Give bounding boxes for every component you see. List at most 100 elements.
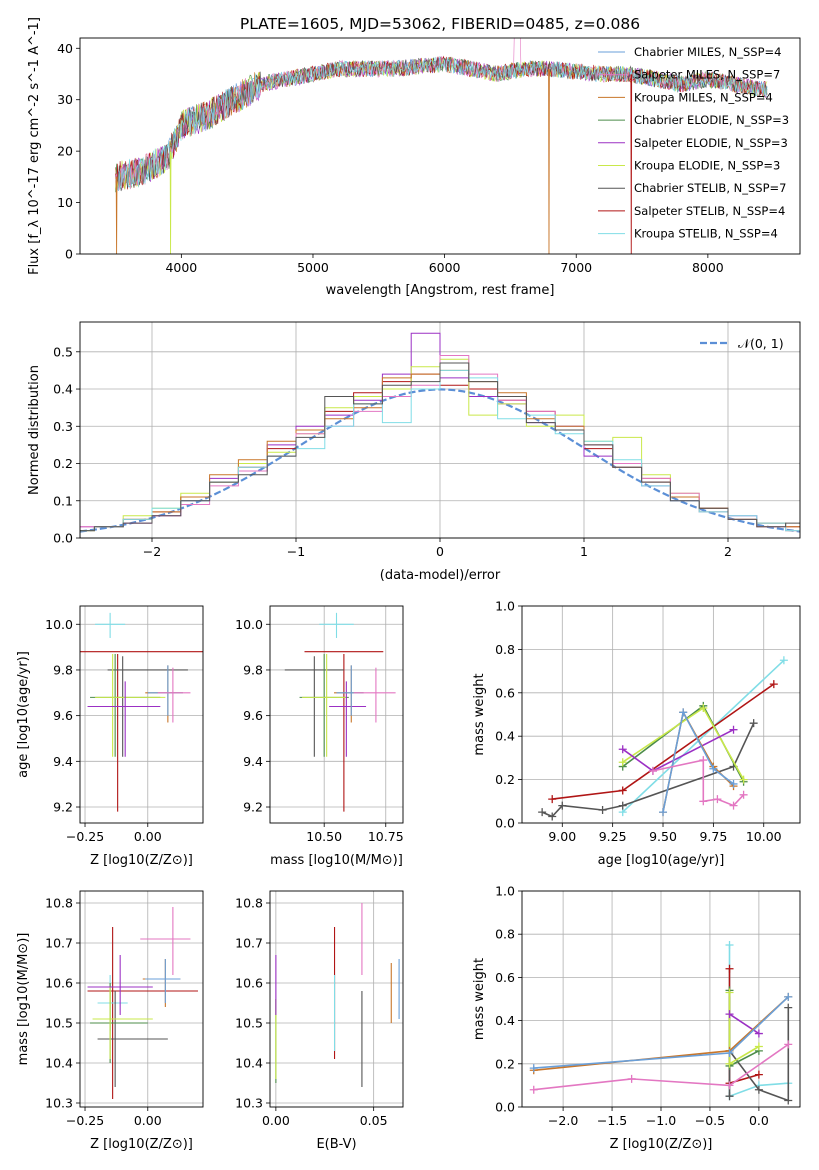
x-axis-label: E(B-V) bbox=[316, 1137, 356, 1152]
age-vs-Z-panel: −0.25 0.00 9.2 9.4 9.6 9.8 10.0 Z [log10(Z/Z⊙)]… bbox=[16, 605, 204, 868]
weight-line bbox=[728, 968, 760, 1085]
x-tick-label: −1.5 bbox=[597, 1113, 627, 1128]
y-tick-label: 9.8 bbox=[53, 662, 73, 677]
y-tick-label: 0.4 bbox=[53, 382, 73, 397]
weight-marker bbox=[618, 758, 627, 767]
x-tick-label: 0.00 bbox=[134, 829, 162, 844]
y-tick-label: 0.8 bbox=[495, 642, 515, 657]
histogram-step bbox=[80, 362, 800, 538]
x-tick-label: −0.5 bbox=[695, 1113, 725, 1128]
weight-marker bbox=[529, 1064, 538, 1073]
legend-label: Kroupa MILES, N_SSP=4 bbox=[634, 90, 773, 104]
weight-marker bbox=[618, 801, 627, 810]
y-tick-label: 10.7 bbox=[45, 936, 73, 951]
y-tick-label: 10.6 bbox=[235, 976, 263, 991]
y-tick-label: 0.0 bbox=[53, 531, 73, 546]
x-tick-label: 7000 bbox=[560, 260, 592, 275]
y-tick-label: 1.0 bbox=[495, 884, 515, 899]
x-axis-label: mass [log10(M/M⊙)] bbox=[270, 853, 403, 868]
weight-line bbox=[541, 722, 755, 818]
errorbars bbox=[80, 612, 203, 812]
axes-frame bbox=[521, 605, 801, 824]
legend-label: Kroupa STELIB, N_SSP=4 bbox=[634, 227, 778, 241]
spectrum-series bbox=[115, 38, 768, 254]
x-tick-label: −0.25 bbox=[66, 1113, 104, 1128]
weight-marker bbox=[725, 1081, 734, 1090]
weight-marker bbox=[699, 703, 708, 712]
residual-panel: −2 −1 0 1 2 0.0 0.1 0.2 0.3 0.4 0.5 (data-model)/er… bbox=[27, 321, 801, 583]
axes-frame bbox=[79, 890, 204, 1108]
y-axis-label: mass weight bbox=[472, 673, 487, 755]
y-tick-label: 10.0 bbox=[235, 617, 263, 632]
weight-marker bbox=[725, 988, 734, 997]
figure-title: PLATE=1605, MJD=53062, FIBERID=0485, z=0… bbox=[240, 15, 640, 33]
y-tick-label: 0.6 bbox=[495, 685, 515, 700]
plots-layer: 4000 5000 6000 7000 8000010203040wavelength … bbox=[16, 17, 801, 1152]
x-tick-label: −1 bbox=[287, 544, 305, 559]
x-tick-label: 0 bbox=[436, 544, 444, 559]
weight-marker bbox=[784, 1003, 793, 1012]
weight-marker bbox=[529, 1085, 538, 1094]
weight-marker bbox=[618, 745, 627, 754]
y-tick-label: 0.4 bbox=[495, 1013, 515, 1028]
weight-line bbox=[729, 1013, 760, 1035]
axes-frame bbox=[269, 605, 404, 824]
weight-marker bbox=[739, 790, 748, 799]
legend-label: Salpeter STELIB, N_SSP=4 bbox=[634, 204, 785, 218]
axes-frame bbox=[79, 37, 801, 255]
y-tick-label: 30 bbox=[57, 92, 73, 107]
weight-marker bbox=[749, 719, 758, 728]
y-tick-label: 10.8 bbox=[235, 896, 263, 911]
weight-marker bbox=[754, 1042, 763, 1051]
x-tick-label: 9.75 bbox=[699, 829, 727, 844]
weight-series bbox=[538, 656, 788, 821]
y-tick-label: 9.2 bbox=[53, 800, 73, 815]
weight-marker bbox=[784, 992, 793, 1001]
x-tick-label: 0.05 bbox=[360, 1113, 388, 1128]
x-tick-label: 10.75 bbox=[368, 829, 404, 844]
weight-marker bbox=[725, 1010, 734, 1019]
weight-marker bbox=[725, 1049, 734, 1057]
y-tick-label: 0.2 bbox=[495, 1056, 515, 1071]
spectrum-dip bbox=[115, 176, 118, 254]
weight-vs-Z-panel: −2.0 −1.5 −1.0 −0.5 0.0 0.0 0.2 0.4 0.6 0.8 1.0 Z [… bbox=[472, 884, 801, 1152]
weight-marker bbox=[784, 1096, 793, 1105]
residual-series bbox=[80, 332, 800, 538]
x-axis-label: Z [log10(Z/Z⊙)] bbox=[610, 1137, 713, 1152]
x-tick-label: −2 bbox=[143, 544, 161, 559]
x-axis-label: Z [log10(Z/Z⊙)] bbox=[90, 1137, 193, 1152]
legend-label: Kroupa ELODIE, N_SSP=3 bbox=[634, 159, 780, 173]
errorbars bbox=[87, 907, 198, 1099]
y-tick-label: 10.4 bbox=[45, 1056, 73, 1071]
axes-frame bbox=[521, 890, 801, 1108]
y-tick-label: 1.0 bbox=[495, 599, 515, 614]
y-tick-label: 20 bbox=[57, 144, 73, 159]
weight-marker bbox=[558, 801, 567, 810]
legend: 𝒩(0, 1) bbox=[700, 336, 784, 351]
weight-marker bbox=[729, 779, 738, 788]
weight-marker bbox=[699, 756, 708, 765]
weight-marker bbox=[729, 801, 738, 810]
y-tick-label: 0.0 bbox=[495, 1100, 515, 1115]
weight-marker bbox=[627, 1074, 636, 1083]
x-tick-label: −1.0 bbox=[646, 1113, 676, 1128]
y-tick-label: 0.2 bbox=[53, 456, 73, 471]
weight-series bbox=[529, 941, 793, 1105]
weight-marker bbox=[725, 1059, 734, 1068]
legend-label: Chabrier ELODIE, N_SSP=3 bbox=[634, 113, 789, 127]
x-tick-label: 9.25 bbox=[599, 829, 627, 844]
weight-line bbox=[533, 1043, 789, 1091]
weight-marker bbox=[784, 1040, 793, 1049]
y-tick-label: 10.7 bbox=[235, 936, 263, 951]
y-tick-label: 10.4 bbox=[235, 1056, 263, 1071]
x-tick-label: 4000 bbox=[165, 260, 197, 275]
weight-marker bbox=[679, 708, 688, 717]
x-tick-label: 0.00 bbox=[134, 1113, 162, 1128]
y-tick-label: 10 bbox=[57, 195, 73, 210]
legend: Chabrier MILES, N_SSP=4 Salpeter MILES, N… bbox=[598, 45, 789, 241]
weight-marker bbox=[769, 680, 778, 689]
x-tick-label: 0.00 bbox=[262, 1113, 290, 1128]
x-axis-label: Z [log10(Z/Z⊙)] bbox=[90, 853, 193, 868]
y-tick-label: 0.5 bbox=[53, 344, 73, 359]
